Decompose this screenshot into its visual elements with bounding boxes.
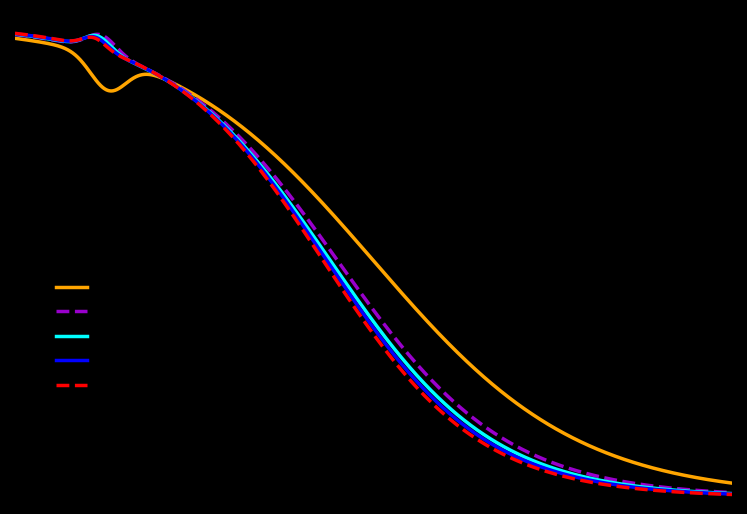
Legend: , , , , : , , , ,: [51, 276, 103, 398]
